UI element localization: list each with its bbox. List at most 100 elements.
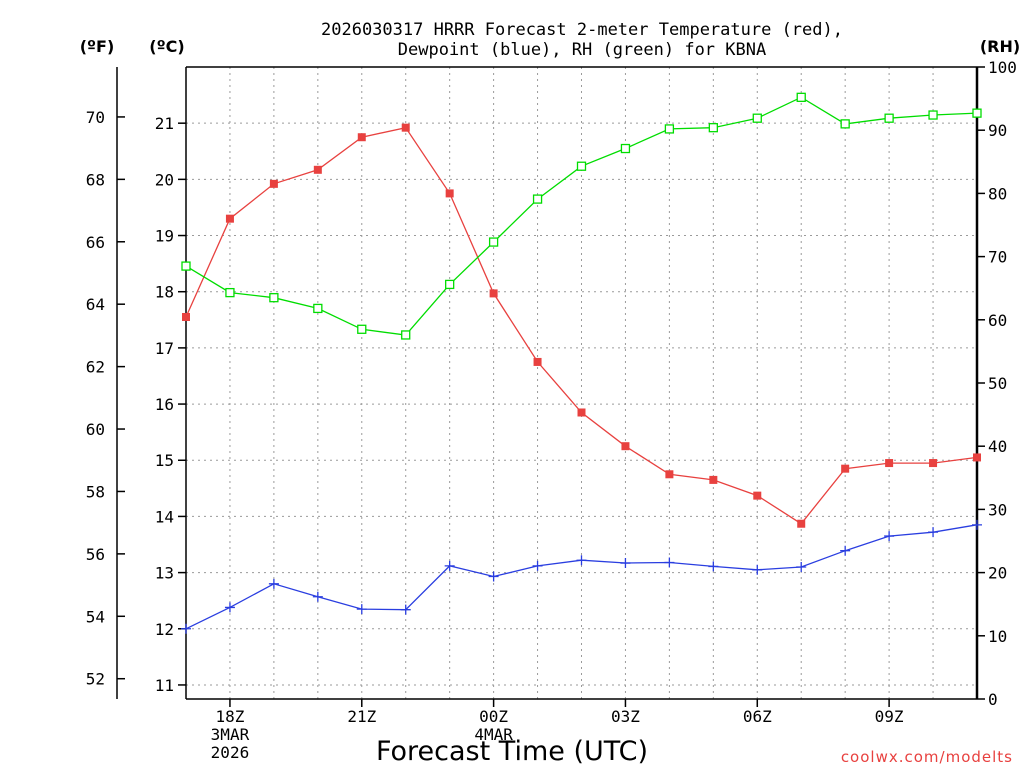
fahrenheit-unit-label: (ºF) xyxy=(80,37,115,56)
celsius-tick-label: 14 xyxy=(155,507,174,526)
celsius-tick-label: 16 xyxy=(155,395,174,414)
temperature-point xyxy=(709,475,718,484)
x-tick-label: 2026 xyxy=(211,743,250,762)
rh-line xyxy=(185,96,978,336)
series-dewpoint xyxy=(181,519,982,634)
rh-point xyxy=(181,261,191,271)
temperature-point xyxy=(533,357,542,366)
rh-point xyxy=(269,293,279,303)
rh-tick-label: 50 xyxy=(988,374,1007,393)
rh-point xyxy=(884,113,894,123)
chart-title-line1: 2026030317 HRRR Forecast 2-meter Tempera… xyxy=(321,20,843,40)
fahrenheit-tick-label: 66 xyxy=(86,233,105,252)
rh-point xyxy=(840,119,850,129)
rh-tick-label: 30 xyxy=(988,500,1007,519)
rh-point xyxy=(357,324,367,334)
dewpoint-point xyxy=(268,578,279,589)
fahrenheit-tick-label: 70 xyxy=(86,108,105,127)
dewpoint-point xyxy=(400,604,411,615)
rh-tick-label: 40 xyxy=(988,437,1007,456)
temperature-point xyxy=(841,464,850,473)
dewpoint-point xyxy=(576,555,587,566)
fahrenheit-tick-label: 60 xyxy=(86,420,105,439)
x-tick-label: 00Z xyxy=(479,707,508,726)
temperature-point xyxy=(577,408,586,417)
x-tick-label: 03Z xyxy=(611,707,640,726)
celsius-tick-label: 17 xyxy=(155,339,174,358)
x-axis-label: Forecast Time (UTC) xyxy=(376,736,648,767)
fahrenheit-tick-label: 52 xyxy=(86,670,105,689)
fahrenheit-tick-label: 54 xyxy=(86,607,105,626)
rh-point xyxy=(313,303,323,314)
celsius-unit-label: (ºC) xyxy=(149,37,184,56)
temperature-point xyxy=(797,519,806,528)
temperature-point xyxy=(621,442,630,451)
rh-point xyxy=(532,194,543,204)
fahrenheit-tick-label: 62 xyxy=(86,358,105,377)
temperature-point xyxy=(929,459,938,468)
temperature-point xyxy=(225,214,234,223)
rh-point xyxy=(620,143,631,154)
dewpoint-point xyxy=(532,560,543,571)
dewpoint-point xyxy=(312,591,323,602)
temperature-point xyxy=(357,133,366,142)
x-tick-label: 18Z xyxy=(215,707,244,726)
fahrenheit-tick-label: 68 xyxy=(86,170,105,189)
temperature-point xyxy=(973,453,981,462)
fahrenheit-tick-label: 58 xyxy=(86,482,105,501)
dewpoint-point xyxy=(928,527,939,538)
dewpoint-point xyxy=(356,604,367,615)
rh-point xyxy=(576,161,587,171)
rh-tick-label: 0 xyxy=(988,690,998,709)
rh-point xyxy=(928,110,938,120)
dewpoint-point xyxy=(752,564,763,575)
dewpoint-point xyxy=(840,545,851,556)
rh-tick-label: 10 xyxy=(988,627,1007,646)
rh-tick-label: 90 xyxy=(988,121,1007,140)
dewpoint-point xyxy=(708,561,719,572)
rh-tick-label: 20 xyxy=(988,564,1007,583)
temperature-point xyxy=(885,459,894,468)
rh-point xyxy=(445,279,455,290)
fahrenheit-tick-label: 64 xyxy=(86,295,105,314)
dewpoint-point xyxy=(884,531,895,542)
rh-tick-label: 70 xyxy=(988,248,1007,267)
rh-point xyxy=(972,108,982,118)
chart-title-line2: Dewpoint (blue), RH (green) for KBNA xyxy=(398,40,766,60)
dewpoint-point xyxy=(620,558,631,569)
temperature-point xyxy=(269,179,278,188)
axes xyxy=(116,66,985,707)
temperature-point xyxy=(182,312,190,321)
dewpoint-point xyxy=(488,571,499,582)
x-tick-label: 4MAR xyxy=(474,725,513,744)
rh-point xyxy=(752,113,762,123)
series-rh xyxy=(181,92,982,340)
rh-tick-label: 80 xyxy=(988,184,1007,203)
temperature-point xyxy=(401,123,410,132)
temperature-point xyxy=(753,491,762,500)
dewpoint-point xyxy=(796,561,807,572)
rh-tick-label: 100 xyxy=(988,58,1017,77)
temperature-point xyxy=(489,289,498,298)
credit-link[interactable]: coolwx.com/modelts xyxy=(841,748,1013,766)
series-temperature xyxy=(182,123,981,528)
tick-labels: 11 12 13 14 15 16 17 18 19 20 21 52 54 56 58 60 62 64 66 68… xyxy=(86,58,1017,762)
temperature-point xyxy=(445,189,454,198)
x-tick-label: 21Z xyxy=(347,707,376,726)
rh-point xyxy=(664,124,675,134)
temperature-point xyxy=(313,165,322,174)
celsius-tick-label: 13 xyxy=(155,564,174,583)
x-tick-label: 06Z xyxy=(743,707,772,726)
dewpoint-point xyxy=(664,557,675,568)
temperature-point xyxy=(665,470,674,479)
rh-point xyxy=(488,237,499,247)
dewpoint-point xyxy=(444,560,455,571)
celsius-tick-label: 20 xyxy=(155,170,174,189)
fahrenheit-tick-label: 56 xyxy=(86,545,105,564)
celsius-tick-label: 19 xyxy=(155,227,174,246)
celsius-tick-label: 12 xyxy=(155,620,174,639)
rh-unit-label: (RH) xyxy=(980,37,1020,56)
x-tick-label: 3MAR xyxy=(211,725,250,744)
rh-point xyxy=(225,287,235,298)
